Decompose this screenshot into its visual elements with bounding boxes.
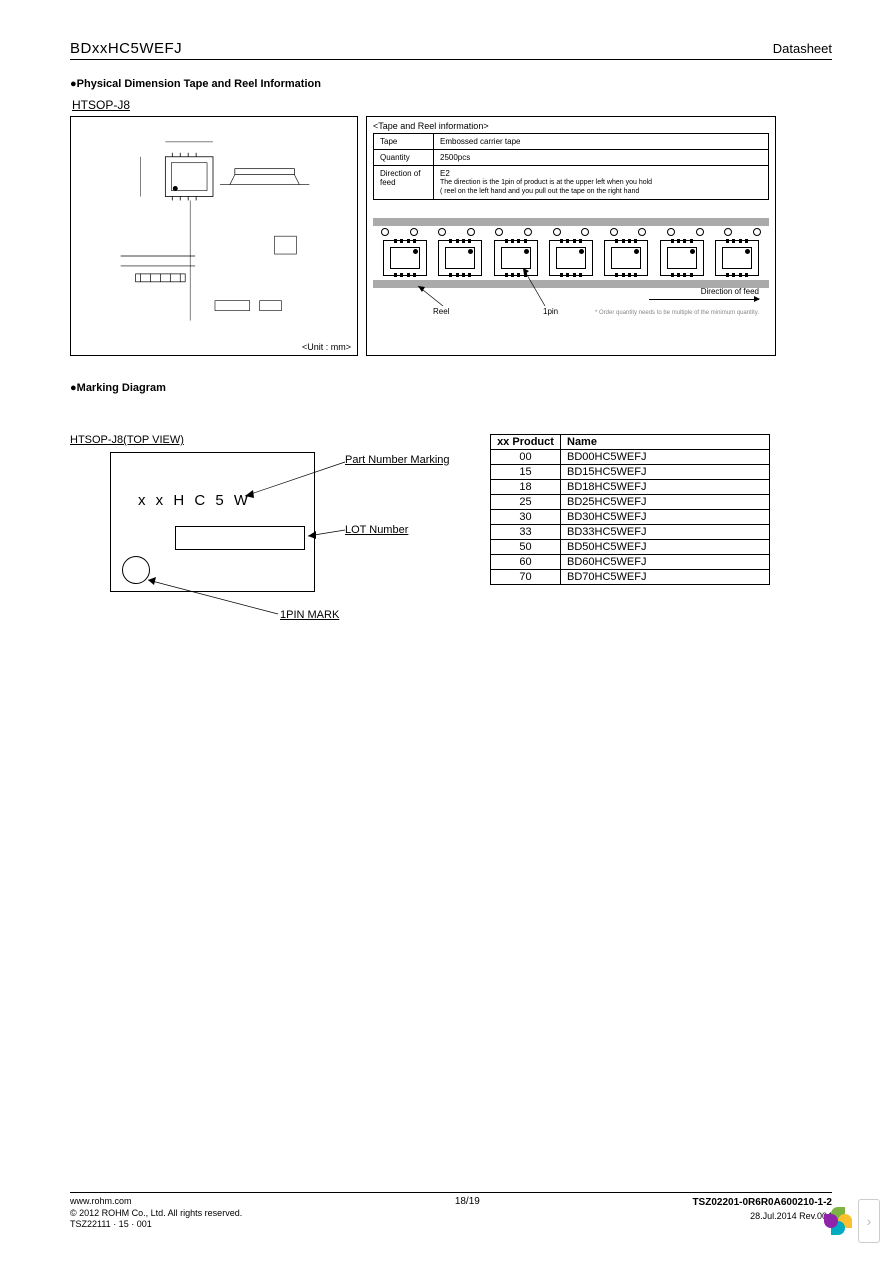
- part-number: BDxxHC5WEFJ: [70, 40, 182, 57]
- feed-note2: ( reel on the left hand and you pull out…: [440, 187, 762, 196]
- topview-label: HTSOP-J8(TOP VIEW): [70, 434, 450, 446]
- table-row: 70BD70HC5WEFJ: [491, 570, 770, 585]
- table-cell: 25: [491, 495, 561, 510]
- table-row: Direction of feed E2 The direction is th…: [374, 166, 769, 200]
- footer-right: TSZ02201-0R6R0A600210-1-2 28.Jul.2014 Re…: [692, 1196, 832, 1231]
- callout-part-number: Part Number Marking: [345, 454, 450, 466]
- flower-icon[interactable]: [824, 1207, 852, 1235]
- table-cell: 50: [491, 540, 561, 555]
- marking-section: ●Marking Diagram HTSOP-J8(TOP VIEW) x x …: [70, 382, 832, 634]
- col-name: Name: [561, 435, 770, 450]
- product-table: xx Product Name 00BD00HC5WEFJ15BD15HC5WE…: [490, 434, 770, 585]
- col-xx-product: xx Product: [491, 435, 561, 450]
- tape-diagram: Reel 1pin Direction of feed * Order quan…: [373, 208, 769, 318]
- table-cell: 60: [491, 555, 561, 570]
- tape-reel-panel: <Tape and Reel information> Tape Embosse…: [366, 116, 776, 356]
- tape-footnote: * Order quantity needs to be multiple of…: [595, 310, 759, 316]
- doc-type-label: Datasheet: [773, 41, 832, 56]
- table-cell: BD00HC5WEFJ: [561, 450, 770, 465]
- table-cell: BD60HC5WEFJ: [561, 555, 770, 570]
- table-header-row: xx Product Name: [491, 435, 770, 450]
- table-row: 00BD00HC5WEFJ: [491, 450, 770, 465]
- table-row: 15BD15HC5WEFJ: [491, 465, 770, 480]
- tape-arrows-svg: [373, 208, 769, 318]
- page-widget: ›: [824, 1199, 880, 1243]
- table-row: 18BD18HC5WEFJ: [491, 480, 770, 495]
- footer-page-number: 18/19: [455, 1196, 480, 1231]
- section-physical-title: ●Physical Dimension Tape and Reel Inform…: [70, 78, 832, 90]
- panels-row: <Unit : mm> <Tape and Reel information> …: [70, 116, 832, 356]
- feed-note1: The direction is the 1pin of product is …: [440, 178, 762, 187]
- feed-value-cell: E2 The direction is the 1pin of product …: [434, 166, 769, 200]
- feed-direction-label: Direction of feed: [701, 287, 759, 296]
- section1-title-text: Physical Dimension Tape and Reel Informa…: [77, 78, 321, 90]
- table-cell: 00: [491, 450, 561, 465]
- footer-url: www.rohm.com: [70, 1196, 242, 1208]
- next-page-button[interactable]: ›: [858, 1199, 880, 1243]
- table-row: Tape Embossed carrier tape: [374, 134, 769, 150]
- footer: www.rohm.com © 2012 ROHM Co., Ltd. All r…: [70, 1192, 832, 1231]
- table-row: 33BD33HC5WEFJ: [491, 525, 770, 540]
- section-marking-title: ●Marking Diagram: [70, 382, 832, 394]
- marking-diagram: HTSOP-J8(TOP VIEW) x x H C 5 W Part Numb…: [70, 434, 450, 634]
- table-cell: 15: [491, 465, 561, 480]
- tape-label: Tape: [374, 134, 434, 150]
- feed-label: Direction of feed: [374, 166, 434, 200]
- feed-arrow-icon: [649, 299, 759, 300]
- table-cell: BD33HC5WEFJ: [561, 525, 770, 540]
- dimension-drawing-panel: <Unit : mm>: [70, 116, 358, 356]
- reel-label: Reel: [433, 307, 449, 316]
- tape-value: Embossed carrier tape: [434, 134, 769, 150]
- table-cell: 70: [491, 570, 561, 585]
- header: BDxxHC5WEFJ Datasheet: [70, 40, 832, 60]
- callout-lot-number: LOT Number: [345, 524, 408, 536]
- table-cell: BD70HC5WEFJ: [561, 570, 770, 585]
- table-cell: BD25HC5WEFJ: [561, 495, 770, 510]
- marking-row: HTSOP-J8(TOP VIEW) x x H C 5 W Part Numb…: [70, 434, 832, 634]
- lot-number-box: [175, 526, 305, 550]
- table-row: 25BD25HC5WEFJ: [491, 495, 770, 510]
- table-cell: BD18HC5WEFJ: [561, 480, 770, 495]
- table-row: 30BD30HC5WEFJ: [491, 510, 770, 525]
- table-cell: BD30HC5WEFJ: [561, 510, 770, 525]
- tape-reel-title: <Tape and Reel information>: [373, 121, 769, 131]
- footer-date-rev: 28.Jul.2014 Rev.004: [692, 1210, 832, 1223]
- marking-text: x x H C 5 W: [138, 492, 251, 509]
- table-row: 50BD50HC5WEFJ: [491, 540, 770, 555]
- table-cell: BD50HC5WEFJ: [561, 540, 770, 555]
- package-label: HTSOP-J8: [72, 98, 832, 112]
- pin1-mark-circle: [122, 556, 150, 584]
- section2-title-text: Marking Diagram: [77, 382, 166, 394]
- table-cell: 33: [491, 525, 561, 540]
- footer-doc-number: TSZ02201-0R6R0A600210-1-2: [692, 1196, 832, 1210]
- footer-copyright: © 2012 ROHM Co., Ltd. All rights reserve…: [70, 1208, 242, 1220]
- table-cell: BD15HC5WEFJ: [561, 465, 770, 480]
- callout-pin1-mark: 1PIN MARK: [280, 609, 339, 621]
- pin1-diagram-label: 1pin: [543, 307, 558, 316]
- qty-value: 2500pcs: [434, 150, 769, 166]
- qty-label: Quantity: [374, 150, 434, 166]
- feed-code: E2: [440, 169, 762, 178]
- unit-label: <Unit : mm>: [302, 342, 351, 352]
- table-cell: 30: [491, 510, 561, 525]
- footer-left: www.rohm.com © 2012 ROHM Co., Ltd. All r…: [70, 1196, 242, 1231]
- table-cell: 18: [491, 480, 561, 495]
- table-row: Quantity 2500pcs: [374, 150, 769, 166]
- product-table-wrap: xx Product Name 00BD00HC5WEFJ15BD15HC5WE…: [490, 434, 770, 585]
- footer-tsz-left: TSZ22111 · 15 · 001: [70, 1219, 242, 1231]
- table-row: 60BD60HC5WEFJ: [491, 555, 770, 570]
- dimension-drawing-svg: [81, 127, 347, 335]
- tape-reel-table: Tape Embossed carrier tape Quantity 2500…: [373, 133, 769, 200]
